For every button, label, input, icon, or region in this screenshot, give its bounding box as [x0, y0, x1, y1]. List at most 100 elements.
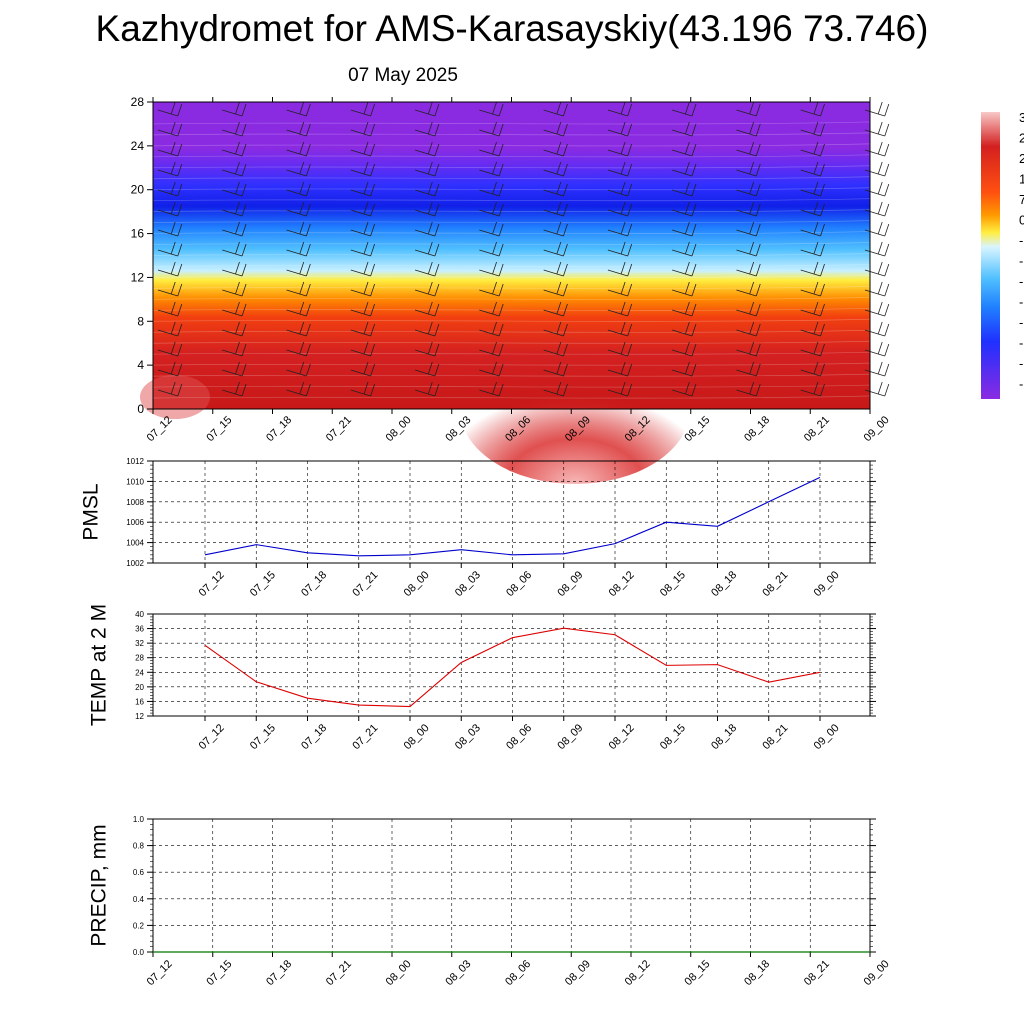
wind-barb-flag [884, 263, 890, 277]
wind-barb-flag [170, 281, 176, 295]
wind-barb-shaft [286, 129, 307, 137]
wind-barb-shaft [607, 229, 628, 237]
wind-barb-shaft [414, 349, 436, 357]
wind-barb-flag [363, 141, 369, 155]
wind-barb-flag [620, 201, 626, 215]
y-tick-label: 1.0 [133, 815, 145, 824]
wind-barb-flag [820, 323, 825, 337]
wind-barb-flag [877, 281, 883, 295]
x-tick-label: 08_12 [607, 569, 637, 599]
wind-barb [286, 341, 311, 357]
wind-barb-flag [627, 383, 633, 397]
wind-barb-flag [556, 241, 562, 255]
wind-barb-flag [755, 223, 761, 237]
wind-barb-shaft [157, 169, 178, 177]
wind-barb [479, 221, 504, 237]
wind-barb-shaft [543, 289, 564, 297]
wind-barb-shaft [222, 349, 243, 357]
wind-barb-flag [691, 303, 697, 317]
wind-barb-flag [685, 121, 690, 135]
contour-line [152, 275, 871, 278]
y-tick-label: 12 [131, 270, 145, 284]
wind-barb-flag [363, 301, 369, 315]
wind-barb-flag [627, 343, 633, 357]
wind-barb-flag [299, 381, 305, 395]
x-tick-label: 07_21 [350, 722, 380, 752]
wind-barb-flag [498, 303, 504, 317]
wind-barb-flag [749, 141, 755, 155]
wind-barb-flag [691, 203, 697, 217]
contour-line [152, 121, 871, 125]
wind-barb-flag [498, 283, 504, 297]
wind-barb [414, 101, 440, 117]
wind-barb-shaft [607, 169, 628, 177]
wind-barb-flag [755, 303, 761, 317]
wind-barb-flag [820, 163, 825, 177]
wind-barb-flag [427, 261, 433, 275]
wind-barb-shaft [414, 169, 436, 177]
wind-barb [350, 121, 375, 137]
wind-barb-flag [492, 181, 497, 195]
wind-barb-flag [813, 241, 819, 255]
wind-barb-shaft [414, 229, 436, 237]
wind-barb-flag [305, 123, 311, 137]
wind-barb-shaft [736, 329, 757, 337]
wind-barb-flag [498, 243, 504, 257]
wind-barb-shaft [350, 229, 371, 237]
wind-barb-flag [877, 241, 883, 255]
wind-barb-flag [820, 143, 825, 157]
wind-barb-flag [685, 161, 690, 175]
wind-barb-shaft [414, 309, 436, 317]
wind-barb-flag [177, 203, 183, 217]
wind-barb-shaft [607, 369, 628, 377]
wind-barb-shaft [607, 189, 628, 197]
wind-barb-flag [563, 203, 568, 217]
wind-barb-shaft [157, 329, 178, 337]
wind-barb [479, 181, 504, 197]
y-tick-label: 4 [137, 358, 144, 372]
wind-barb-shaft [864, 109, 885, 117]
wind-barb-shaft [543, 189, 564, 197]
wind-barb-flag [235, 261, 240, 275]
wind-barb-flag [241, 203, 247, 217]
contour-line [152, 307, 871, 311]
wind-barb-flag [241, 103, 247, 117]
wind-barb [222, 301, 247, 317]
x-tick-label: 07_21 [324, 414, 354, 444]
contour-line [152, 198, 871, 202]
wind-barb-flag [170, 121, 176, 135]
wind-barb-shaft [864, 149, 885, 157]
wind-barb-shaft [672, 369, 693, 377]
wind-barb-flag [877, 181, 883, 195]
wind-barb-shaft [800, 169, 821, 177]
wind-barb-flag [685, 181, 690, 195]
wind-barb [543, 281, 568, 297]
x-tick-label: 08_15 [658, 722, 688, 752]
wind-barb-flag [370, 163, 375, 177]
wind-barb-flag [299, 121, 305, 135]
wind-barb [222, 361, 247, 377]
wind-barb-shaft [607, 149, 628, 157]
wind-barb [222, 141, 247, 157]
wind-barb [414, 281, 440, 297]
wind-barb-flag [820, 263, 825, 277]
wind-barb-flag [492, 221, 497, 235]
wind-barb [864, 281, 890, 297]
wind-barb-shaft [672, 309, 693, 317]
wind-barb-flag [627, 143, 633, 157]
wind-barb [607, 361, 633, 377]
wind-barb-flag [685, 301, 690, 315]
wind-barb-shaft [479, 349, 500, 357]
wind-barb-shaft [350, 289, 371, 297]
wind-barb-shaft [672, 249, 693, 257]
wind-barb-flag [749, 321, 755, 335]
wind-barb-flag [620, 341, 626, 355]
wind-barb-flag [434, 283, 440, 297]
wind-barb-flag [170, 101, 176, 115]
wind-barb-shaft [736, 389, 757, 397]
wind-barb-shaft [864, 369, 885, 377]
wind-barb-flag [620, 241, 626, 255]
x-tick-label: 08_03 [443, 958, 473, 988]
wind-barb [736, 301, 761, 317]
wind-barb-flag [749, 121, 755, 135]
